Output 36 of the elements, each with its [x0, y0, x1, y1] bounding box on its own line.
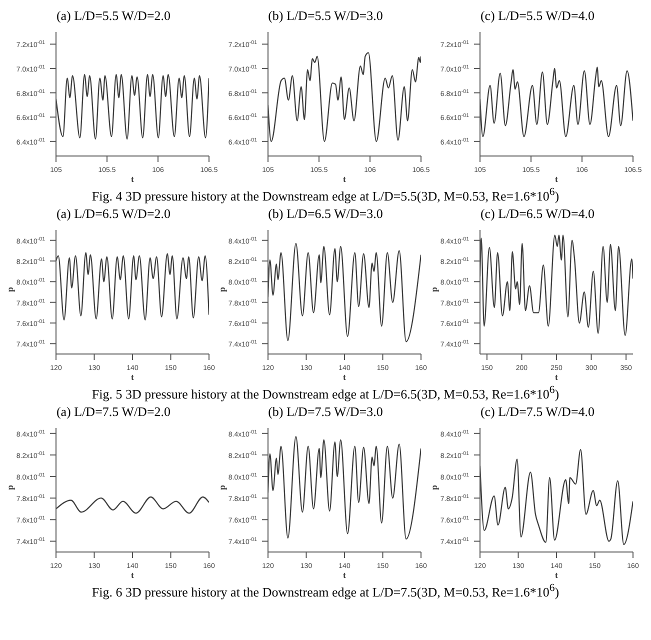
line-series [480, 66, 633, 138]
line-series [480, 448, 633, 546]
y-axis-title: p [429, 286, 440, 292]
line-series [480, 234, 633, 336]
chart-title: (a) L/D=5.5 W/D=2.0 [55, 8, 172, 25]
chart-title: (a) L/D=7.5 W/D=2.0 [55, 404, 172, 421]
line-series [56, 74, 209, 140]
chart-title: (b) L/D=6.5 W/D=3.0 [267, 206, 384, 223]
x-axis-title: t [555, 570, 558, 580]
line-series [56, 496, 209, 514]
y-axis-title: p [429, 484, 440, 490]
line-series [268, 436, 421, 540]
y-axis-title: p [217, 286, 228, 292]
chart-title: (b) L/D=7.5 W/D=3.0 [267, 404, 384, 421]
x-axis-title: t [343, 570, 346, 580]
chart-title: (b) L/D=5.5 W/D=3.0 [267, 8, 384, 25]
chart-title: (a) L/D=6.5 W/D=2.0 [55, 206, 172, 223]
x-axis-title: t [343, 174, 346, 184]
x-axis-title: t [131, 372, 134, 382]
caption: Fig. 4 3D pressure history at the Downstream edge at L/D=5.5(3D, M=0.53, Re=1.6*10$^{6}$) [90, 185, 560, 204]
line-series [56, 252, 209, 320]
x-axis-title: t [555, 372, 558, 382]
chart-title: (c) L/D=5.5 W/D=4.0 [479, 8, 596, 25]
x-axis-title: t [131, 174, 134, 184]
y-axis-title: p [5, 484, 16, 490]
line-series [268, 242, 421, 342]
x-axis-title: t [555, 174, 558, 184]
x-axis-title: t [131, 570, 134, 580]
line-series [268, 52, 421, 142]
chart-title: (c) L/D=7.5 W/D=4.0 [479, 404, 596, 421]
caption: Fig. 6 3D pressure history at the Downstream edge at L/D=7.5(3D, M=0.53, Re=1.6*10$^{6}$) [90, 581, 560, 600]
caption: Fig. 5 3D pressure history at the Downstream edge at L/D=6.5(3D, M=0.53, Re=1.6*10$^{6}$) [90, 383, 560, 402]
y-axis-title: p [217, 484, 228, 490]
x-axis-title: t [343, 372, 346, 382]
chart-title: (c) L/D=6.5 W/D=4.0 [479, 206, 596, 223]
y-axis-title: p [5, 286, 16, 292]
